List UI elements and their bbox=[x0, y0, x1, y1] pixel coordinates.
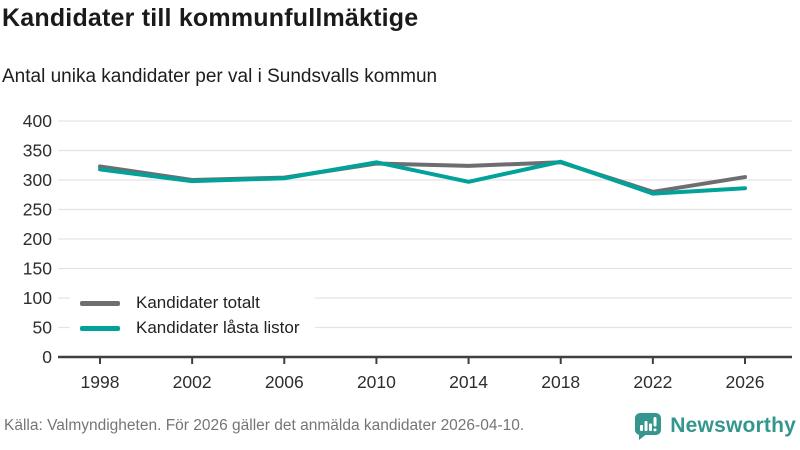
svg-text:250: 250 bbox=[23, 200, 52, 220]
source-note: Källa: Valmyndigheten. För 2026 gäller d… bbox=[4, 417, 525, 434]
newsworthy-wordmark: Newsworthy bbox=[670, 414, 796, 437]
chart-footer: Källa: Valmyndigheten. För 2026 gäller d… bbox=[0, 408, 800, 444]
svg-text:300: 300 bbox=[23, 170, 52, 190]
page-title: Kandidater till kommunfullmäktige bbox=[2, 4, 419, 32]
svg-text:350: 350 bbox=[23, 141, 52, 161]
legend-item-locked-lists: Kandidater låsta listor bbox=[70, 316, 316, 340]
legend-swatch-total bbox=[80, 300, 120, 306]
svg-text:150: 150 bbox=[23, 259, 52, 279]
svg-text:2022: 2022 bbox=[633, 372, 672, 392]
svg-text:100: 100 bbox=[23, 288, 52, 308]
chart-subtitle: Antal unika kandidater per val i Sundsva… bbox=[2, 66, 438, 87]
legend-label-locked-lists: Kandidater låsta listor bbox=[136, 318, 300, 337]
svg-text:2002: 2002 bbox=[173, 372, 212, 392]
svg-text:2010: 2010 bbox=[357, 372, 396, 392]
svg-text:400: 400 bbox=[23, 111, 52, 131]
svg-text:200: 200 bbox=[23, 229, 52, 249]
chart-legend: Kandidater totalt Kandidater låsta listo… bbox=[70, 291, 316, 340]
newsworthy-brand: Newsworthy bbox=[633, 412, 796, 441]
svg-text:2026: 2026 bbox=[726, 372, 765, 392]
legend-label-total: Kandidater totalt bbox=[136, 293, 260, 312]
svg-text:0: 0 bbox=[42, 347, 52, 367]
svg-text:1998: 1998 bbox=[81, 372, 120, 392]
newsworthy-bubble-chart-icon bbox=[635, 412, 662, 440]
svg-text:2014: 2014 bbox=[449, 372, 488, 392]
legend-swatch-locked-lists bbox=[80, 325, 120, 331]
svg-text:2018: 2018 bbox=[541, 372, 580, 392]
svg-text:50: 50 bbox=[33, 318, 53, 338]
legend-item-total: Kandidater totalt bbox=[70, 291, 316, 315]
svg-text:2006: 2006 bbox=[265, 372, 304, 392]
